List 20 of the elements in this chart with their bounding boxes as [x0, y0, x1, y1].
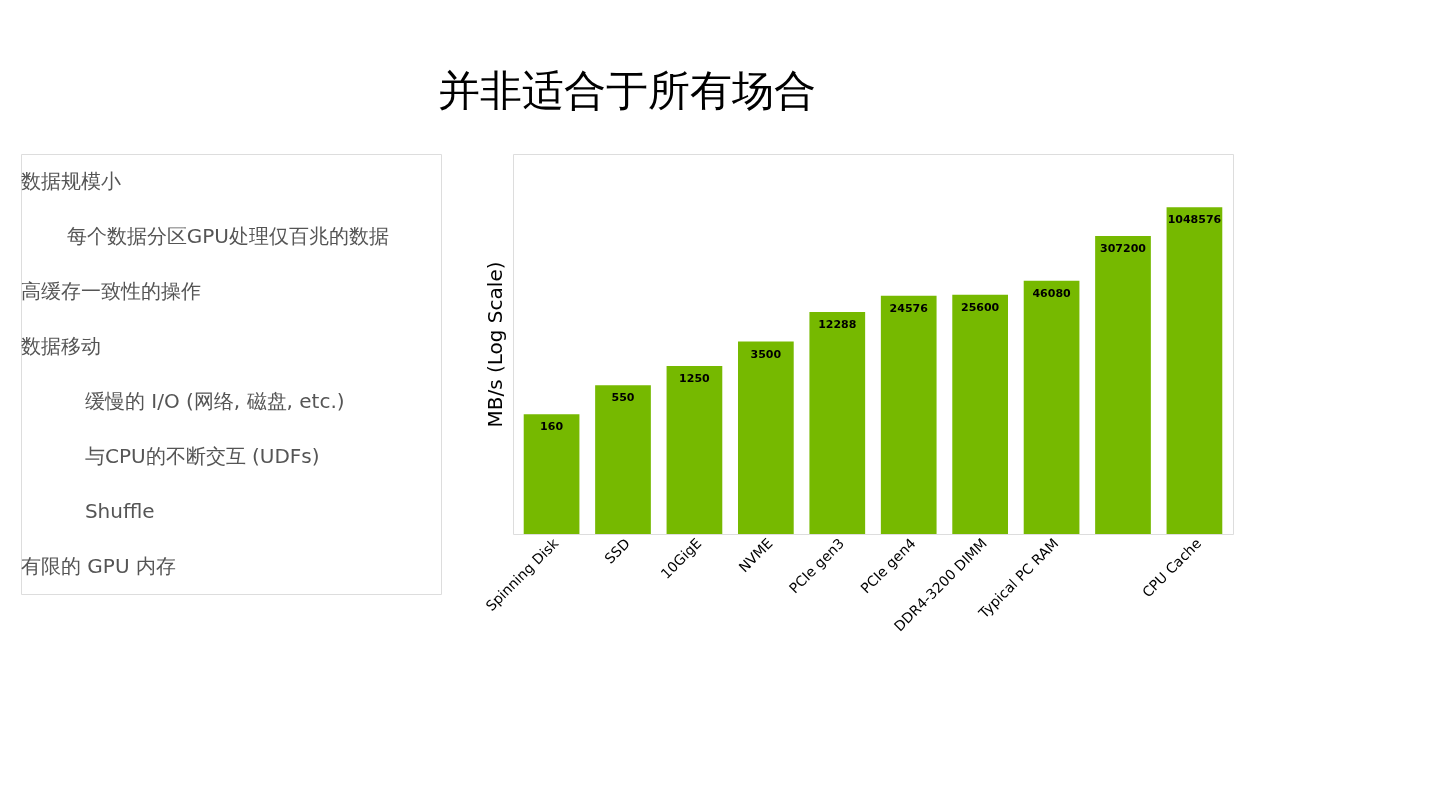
y-axis-title: MB/s (Log Scale)	[482, 261, 507, 428]
text: 与CPU的不断交互 (UDFs)	[84, 443, 320, 468]
data-label: 3500	[750, 347, 782, 361]
text: 有限的 GPU 内存	[21, 553, 176, 578]
text: 数据规模小	[21, 168, 121, 193]
data-label: 1048576	[1167, 213, 1222, 227]
chart-title: 并非适合于所有场合	[438, 65, 816, 115]
text: 高缓存一致性的操作	[21, 278, 201, 303]
text: Shuffle	[84, 498, 155, 523]
text: 每个数据分区GPU处理仅百兆的数据	[66, 223, 389, 248]
text: 缓慢的 I/O (网络, 磁盘, etc.)	[84, 388, 345, 413]
text: 数据移动	[21, 333, 101, 358]
data-label: 24576	[889, 301, 929, 315]
data-label: 12288	[818, 318, 857, 331]
data-label: 46080	[1032, 286, 1072, 300]
data-label: 25600	[961, 300, 1000, 314]
data-label: 550	[611, 391, 635, 405]
data-label: 1250	[679, 371, 711, 385]
data-label: 160	[540, 420, 564, 434]
data-label: 307200	[1100, 242, 1147, 256]
